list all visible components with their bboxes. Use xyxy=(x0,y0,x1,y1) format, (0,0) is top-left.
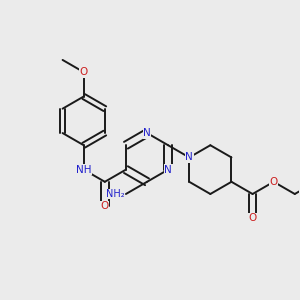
Text: NH: NH xyxy=(76,165,92,175)
Text: N: N xyxy=(164,165,172,175)
Text: O: O xyxy=(269,177,278,187)
Text: N: N xyxy=(185,152,193,162)
Text: N: N xyxy=(143,128,151,138)
Text: NH₂: NH₂ xyxy=(106,189,124,199)
Text: O: O xyxy=(248,213,257,224)
Text: O: O xyxy=(80,67,88,77)
Text: O: O xyxy=(101,201,109,211)
